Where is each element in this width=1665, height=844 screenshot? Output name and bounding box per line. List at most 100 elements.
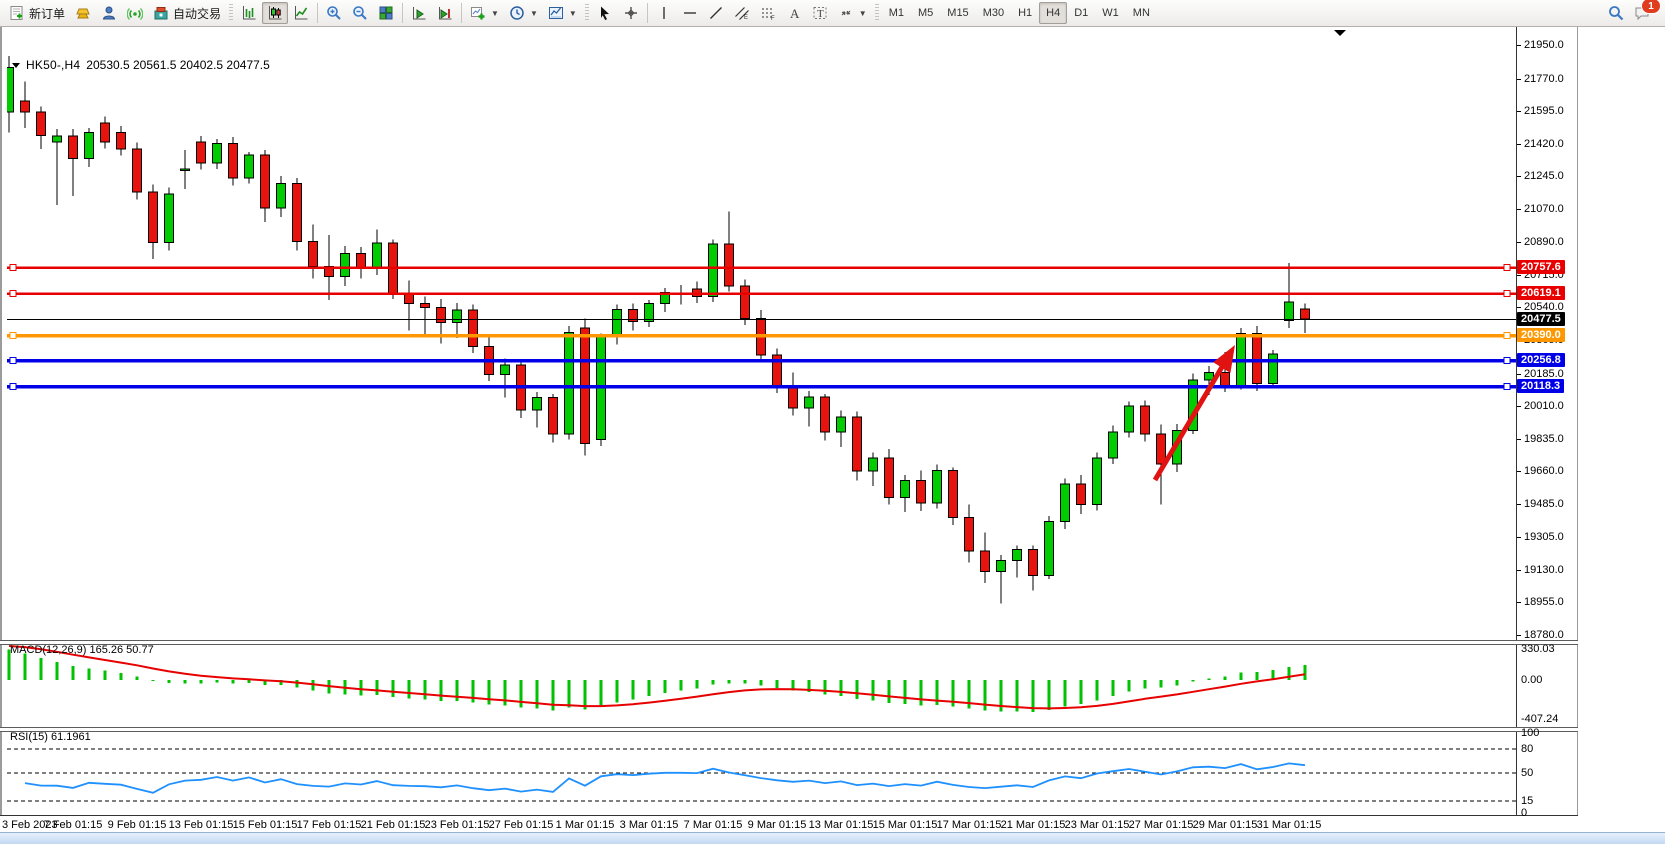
price-tick-label: 21595.0 (1524, 105, 1564, 117)
line-chart-button[interactable] (288, 2, 314, 24)
bar-chart-button[interactable] (236, 2, 262, 24)
toolbar-grip (229, 4, 234, 22)
candlestick-chart-icon (269, 6, 282, 20)
price-tick-label: 20185.0 (1524, 368, 1564, 380)
price-line-badge: 20619.1 (1517, 285, 1565, 300)
notifications-button[interactable]: 1 (1629, 0, 1661, 24)
fibonacci-tool[interactable]: F (755, 2, 781, 24)
timeframe-button-D1[interactable]: D1 (1074, 7, 1089, 19)
price-line-badge: 20118.3 (1517, 378, 1565, 393)
chart-collapse-icon[interactable] (12, 62, 20, 68)
text-label-icon: T (813, 7, 827, 20)
price-tick-label: 20540.0 (1524, 301, 1564, 313)
timeframe-button-W1[interactable]: W1 (1102, 7, 1119, 19)
indicator-axis-label: 0 (1521, 807, 1528, 819)
timeframe-toolbar: M1 M5 M15 M30 H1 H4 D1 W1 MN (882, 2, 1157, 24)
auto-scroll-button[interactable] (406, 2, 432, 24)
chart-window[interactable]: HK50-,H4 20530.5 20561.5 20402.5 20477.5 (0, 27, 1578, 832)
time-axis-label: 7 Feb 01:15 (43, 819, 103, 831)
zoom-in-button[interactable] (321, 2, 347, 24)
time-axis-label: 23 Mar 01:15 (1064, 819, 1130, 831)
chevron-down-icon: ▼ (491, 8, 499, 18)
tile-windows-button[interactable] (373, 2, 399, 24)
macd-indicator-label: MACD(12,26,9) 165.26 50.77 (10, 644, 154, 656)
timeframe-button-H4[interactable]: H4 (1039, 2, 1068, 24)
time-axis-label: 7 Mar 01:15 (683, 819, 743, 831)
price-tick-label: 20010.0 (1524, 400, 1564, 412)
time-axis-label: 17 Mar 01:15 (936, 819, 1002, 831)
periodicity-button[interactable]: ▼ (504, 2, 543, 24)
zoom-out-button[interactable] (347, 2, 373, 24)
fibonacci-icon: F (761, 8, 775, 21)
new-order-icon (10, 6, 23, 20)
chart-shift-button[interactable] (432, 2, 458, 24)
horizontal-line-tool[interactable] (677, 2, 703, 24)
template-button[interactable]: ▼ (543, 2, 582, 24)
price-tick-label: 18780.0 (1524, 629, 1564, 641)
trendline-tool[interactable] (703, 2, 729, 24)
gold-bars-icon (76, 8, 90, 19)
timeframe-button-M30[interactable]: M30 (982, 7, 1005, 19)
time-axis-label: 9 Feb 01:15 (107, 819, 167, 831)
toolbar-grip (874, 4, 879, 22)
indicator-axis-label: 0.00 (1521, 674, 1543, 686)
search-button[interactable] (1603, 2, 1629, 24)
timeframe-button-M1[interactable]: M1 (888, 7, 904, 19)
price-axis-border (1516, 27, 1517, 815)
new-order-button[interactable]: 新订单 (4, 2, 70, 24)
time-axis[interactable]: 3 Feb 2023 7 Feb 01:15 9 Feb 01:15 13 Feb 0… (0, 815, 1578, 833)
crosshair-tool-button[interactable] (618, 2, 644, 24)
arrows-icon (841, 10, 851, 16)
zoom-out-icon (353, 6, 367, 20)
arrows-tool[interactable]: ▼ (833, 2, 872, 24)
price-line-badge: 20757.6 (1517, 259, 1565, 274)
timeframe-button-M5[interactable]: M5 (918, 7, 934, 19)
add-indicator-button[interactable]: ▼ (465, 2, 504, 24)
macd-pane-splitter[interactable] (0, 640, 1578, 645)
price-tick-label: 19835.0 (1524, 433, 1564, 445)
svg-text:T: T (817, 8, 824, 20)
chart-shift-icon (439, 7, 452, 20)
svg-text:E: E (744, 15, 748, 21)
text-icon: A (790, 6, 800, 21)
time-axis-label: 27 Mar 01:15 (1128, 819, 1194, 831)
toolbar-separator (646, 3, 648, 23)
timeframe-button-M15[interactable]: M15 (947, 7, 969, 19)
channel-icon: E (734, 7, 749, 21)
time-axis-label: 1 Mar 01:15 (555, 819, 615, 831)
price-tick-label: 21245.0 (1524, 170, 1564, 182)
candlestick-chart-button[interactable] (262, 2, 289, 24)
auto-trading-button[interactable]: 自动交易 (148, 2, 226, 24)
chart-quote-ohlc: 20530.5 20561.5 20402.5 20477.5 (86, 58, 270, 72)
time-axis-label: 13 Feb 01:15 (168, 819, 234, 831)
rsi-indicator-label: RSI(15) 61.1961 (10, 731, 91, 743)
search-icon (1609, 6, 1624, 21)
auto-trading-label: 自动交易 (173, 6, 222, 21)
text-label-tool[interactable]: T (807, 2, 833, 24)
timeframe-button-MN[interactable]: MN (1132, 7, 1150, 19)
price-tick-label: 21070.0 (1524, 203, 1564, 215)
chart-symbol-period: HK50-,H4 (26, 58, 81, 72)
price-tick-label: 20890.0 (1524, 236, 1564, 248)
deposits-button[interactable] (70, 2, 96, 24)
time-axis-label: 9 Mar 01:15 (747, 819, 807, 831)
horizontal-line-icon (683, 12, 696, 14)
trendline-icon (709, 7, 722, 19)
rsi-pane-splitter[interactable] (0, 727, 1578, 732)
signals-button[interactable] (122, 2, 148, 24)
indicator-axis-label: 80 (1521, 743, 1534, 755)
equidistant-channel-tool[interactable]: E (729, 2, 755, 24)
zoom-in-icon (327, 6, 341, 20)
chart-title: HK50-,H4 20530.5 20561.5 20402.5 20477.5 (12, 58, 270, 72)
profile-button[interactable] (96, 2, 122, 24)
text-tool[interactable]: A (781, 2, 807, 24)
template-icon (548, 7, 563, 19)
timeframe-button-H1[interactable]: H1 (1018, 7, 1033, 19)
indicator-axis-label: 15 (1521, 795, 1534, 807)
vertical-line-tool[interactable] (651, 2, 677, 24)
price-line-badge: 20477.5 (1517, 312, 1565, 327)
time-axis-label: 3 Mar 01:15 (619, 819, 679, 831)
time-axis-label: 23 Feb 01:15 (424, 819, 490, 831)
indicator-axis-label: -407.24 (1521, 712, 1559, 725)
cursor-tool-button[interactable] (592, 2, 618, 24)
